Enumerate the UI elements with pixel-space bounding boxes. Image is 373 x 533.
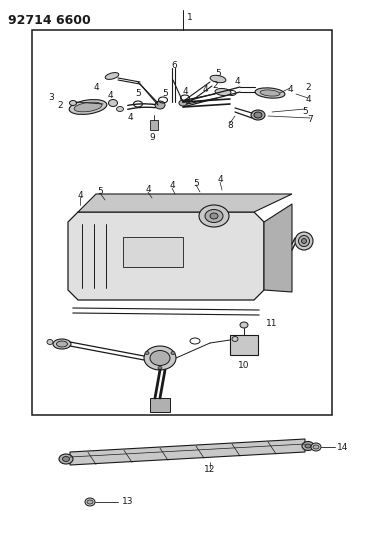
Ellipse shape xyxy=(155,101,165,109)
Text: 2: 2 xyxy=(212,82,218,91)
Ellipse shape xyxy=(74,102,102,112)
Polygon shape xyxy=(123,237,183,267)
Text: 5: 5 xyxy=(162,88,168,98)
Polygon shape xyxy=(78,194,292,212)
Ellipse shape xyxy=(255,88,285,98)
Text: 4: 4 xyxy=(169,182,175,190)
Text: 4: 4 xyxy=(127,114,133,123)
Polygon shape xyxy=(70,439,305,465)
Text: 4: 4 xyxy=(234,77,240,86)
Ellipse shape xyxy=(251,110,265,120)
Polygon shape xyxy=(68,212,264,300)
Ellipse shape xyxy=(150,351,170,366)
Text: 11: 11 xyxy=(266,319,278,327)
Text: 6: 6 xyxy=(171,61,177,69)
Ellipse shape xyxy=(53,339,71,349)
Ellipse shape xyxy=(179,100,187,106)
Text: 2: 2 xyxy=(305,84,311,93)
Ellipse shape xyxy=(254,112,262,118)
Ellipse shape xyxy=(313,445,319,449)
Ellipse shape xyxy=(116,107,123,111)
Ellipse shape xyxy=(210,75,226,83)
Text: 4: 4 xyxy=(182,87,188,96)
Ellipse shape xyxy=(109,100,117,107)
Ellipse shape xyxy=(69,100,107,115)
Text: 3: 3 xyxy=(48,93,54,102)
Bar xyxy=(230,335,258,355)
Text: 1: 1 xyxy=(187,13,193,22)
Text: 14: 14 xyxy=(337,442,348,451)
Text: 5: 5 xyxy=(302,107,308,116)
Ellipse shape xyxy=(145,351,149,354)
Ellipse shape xyxy=(69,101,76,106)
Text: 12: 12 xyxy=(204,465,216,474)
Text: 4: 4 xyxy=(145,185,151,195)
Ellipse shape xyxy=(232,336,238,342)
Text: 4: 4 xyxy=(305,94,311,103)
Text: 5: 5 xyxy=(97,187,103,196)
Text: 13: 13 xyxy=(122,497,134,506)
Ellipse shape xyxy=(210,213,218,219)
Ellipse shape xyxy=(199,205,229,227)
Text: 92714 6600: 92714 6600 xyxy=(8,14,91,27)
Ellipse shape xyxy=(85,498,95,506)
Ellipse shape xyxy=(171,351,175,354)
Text: 4: 4 xyxy=(93,84,99,93)
Ellipse shape xyxy=(311,443,321,451)
Ellipse shape xyxy=(302,441,314,450)
Ellipse shape xyxy=(87,500,93,504)
Polygon shape xyxy=(150,120,158,130)
Ellipse shape xyxy=(144,346,176,370)
Ellipse shape xyxy=(158,367,162,369)
Text: 4: 4 xyxy=(107,91,113,100)
Ellipse shape xyxy=(215,88,231,95)
Text: 5: 5 xyxy=(135,88,141,98)
Text: 9: 9 xyxy=(149,133,155,141)
Ellipse shape xyxy=(205,209,223,222)
Text: 4: 4 xyxy=(202,85,208,94)
Polygon shape xyxy=(264,204,292,292)
Ellipse shape xyxy=(56,341,68,347)
Ellipse shape xyxy=(105,72,119,79)
Text: 7: 7 xyxy=(307,116,313,125)
Ellipse shape xyxy=(260,90,280,96)
Text: 4: 4 xyxy=(287,85,293,94)
Text: 10: 10 xyxy=(238,360,250,369)
Ellipse shape xyxy=(298,236,310,246)
Text: 8: 8 xyxy=(227,120,233,130)
Ellipse shape xyxy=(59,454,73,464)
Ellipse shape xyxy=(240,322,248,328)
Ellipse shape xyxy=(47,340,53,344)
Ellipse shape xyxy=(305,444,311,448)
Text: 5: 5 xyxy=(193,179,199,188)
Bar xyxy=(32,30,332,415)
Text: 2: 2 xyxy=(57,101,63,109)
Bar xyxy=(150,398,170,412)
Text: 4: 4 xyxy=(77,190,83,199)
Text: 5: 5 xyxy=(215,69,221,77)
Text: 4: 4 xyxy=(217,175,223,184)
Ellipse shape xyxy=(295,232,313,250)
Ellipse shape xyxy=(63,456,69,462)
Ellipse shape xyxy=(301,238,307,244)
